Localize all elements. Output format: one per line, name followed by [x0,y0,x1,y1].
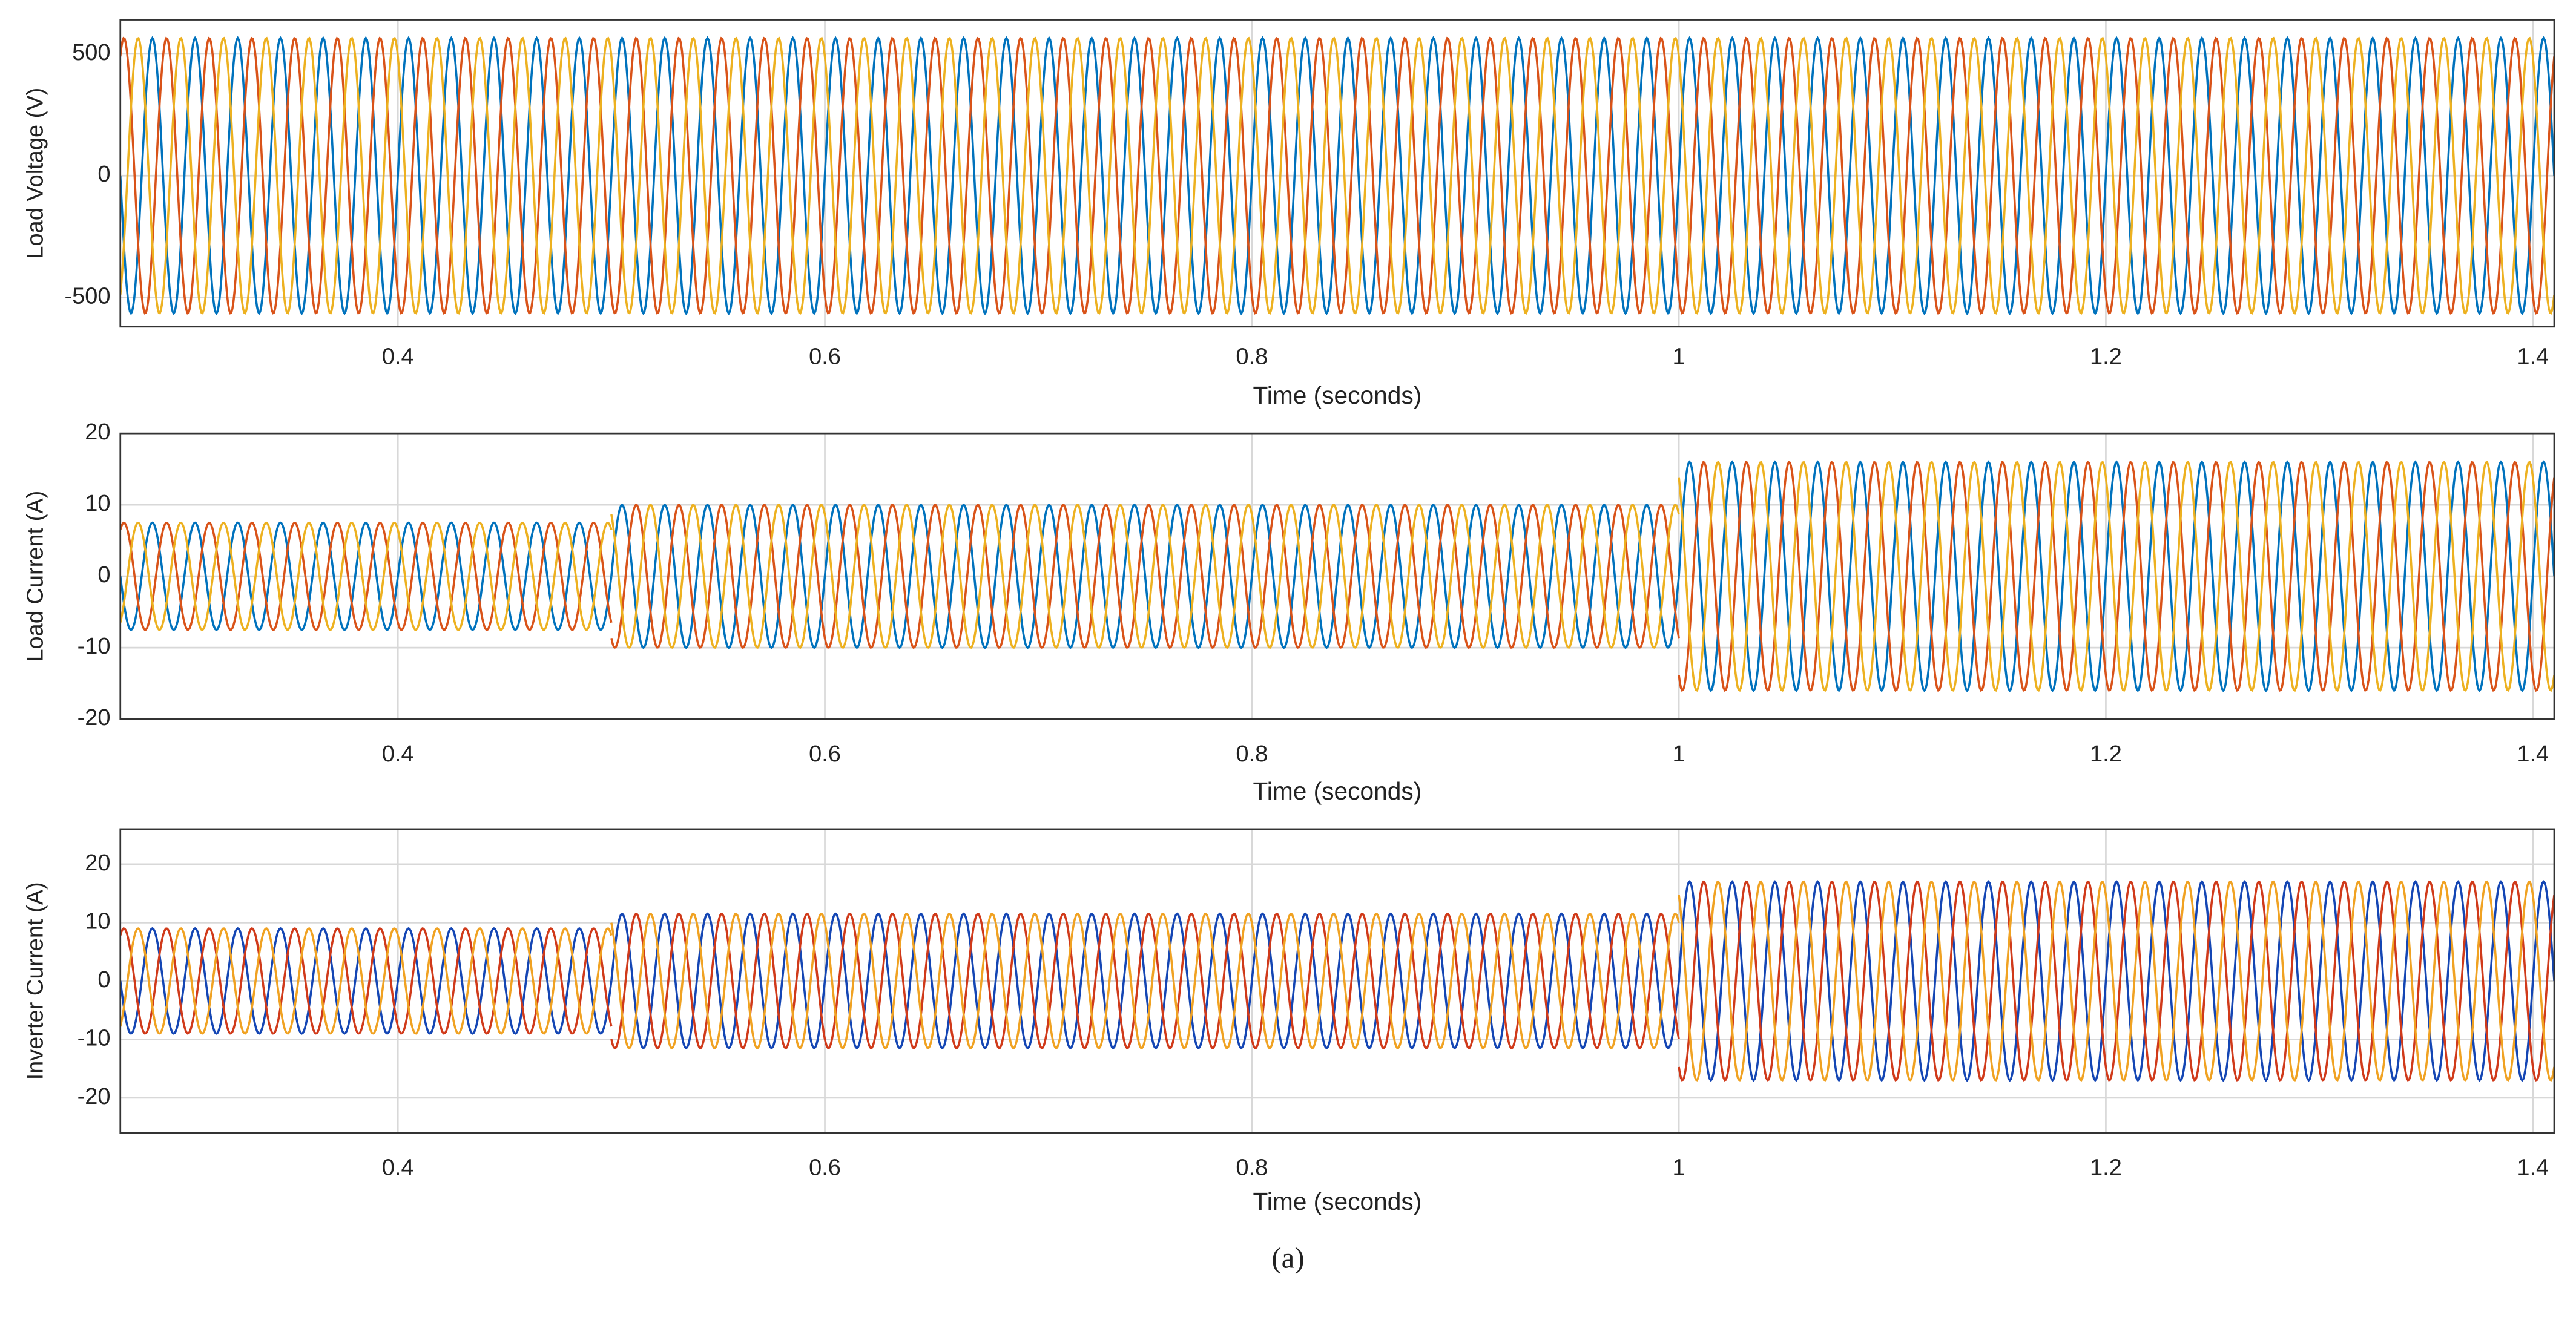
x-axis-label: Time (seconds) [1253,1187,1421,1215]
waveform [1678,880,2555,1082]
y-axis-label: Inverter Current (A) [22,882,48,1080]
y-tick-label: -20 [77,1084,111,1109]
x-axis-label: Time (seconds) [1253,777,1421,805]
x-tick-label: 1.4 [2517,344,2549,369]
y-tick-label: 0 [97,562,110,588]
x-tick-label: 0.4 [382,741,414,767]
y-tick-label: 0 [97,162,110,187]
y-axis-label: Load Current (A) [22,491,48,662]
y-tick-label: 20 [85,419,110,445]
y-tick-label: -500 [64,284,110,309]
waveform [610,504,1680,649]
x-tick-label: 0.8 [1236,741,1268,767]
x-tick-label: 1 [1673,741,1685,767]
waveform [610,913,1680,1049]
x-axis-label: Time (seconds) [1253,381,1421,409]
caption: (a) [1271,1241,1304,1275]
x-tick-label: 0.6 [809,344,841,369]
y-tick-label: -10 [77,634,111,659]
waveform [120,927,613,1035]
x-tick-label: 0.4 [382,344,414,369]
y-tick-label: 10 [85,908,110,934]
waveform [610,912,1680,1050]
x-tick-label: 1.4 [2517,1155,2549,1180]
plot-frame [119,828,2555,1134]
x-tick-label: 0.8 [1236,1155,1268,1180]
waveform [120,36,2555,316]
plot-frame [119,19,2555,328]
waveform [120,36,2555,315]
plot-lines [120,460,2555,692]
x-tick-label: 0.4 [382,1155,414,1180]
x-tick-label: 1 [1673,344,1685,369]
x-tick-label: 0.6 [809,741,841,767]
waveform [120,36,2555,315]
y-tick-label: 0 [97,967,110,993]
waveform [610,503,1680,649]
plot-frame [119,432,2555,720]
plot-lines [120,880,2555,1082]
waveform [120,521,613,631]
x-tick-label: 0.8 [1236,344,1268,369]
y-tick-label: -10 [77,1025,111,1051]
y-tick-label: 10 [85,491,110,516]
x-tick-label: 1.4 [2517,741,2549,767]
y-tick-label: 20 [85,850,110,876]
waveform [1678,461,2555,692]
waveform [610,913,1680,1049]
x-tick-label: 0.6 [809,1155,841,1180]
y-axis-label: Load Voltage (V) [22,88,48,259]
x-tick-label: 1.2 [2090,741,2122,767]
y-tick-label: -20 [77,705,111,731]
x-tick-label: 1.2 [2090,344,2122,369]
plot-lines [120,36,2555,316]
waveform [610,504,1680,649]
y-tick-label: 500 [72,40,110,65]
x-tick-label: 1.2 [2090,1155,2122,1180]
x-tick-label: 1 [1673,1155,1685,1180]
